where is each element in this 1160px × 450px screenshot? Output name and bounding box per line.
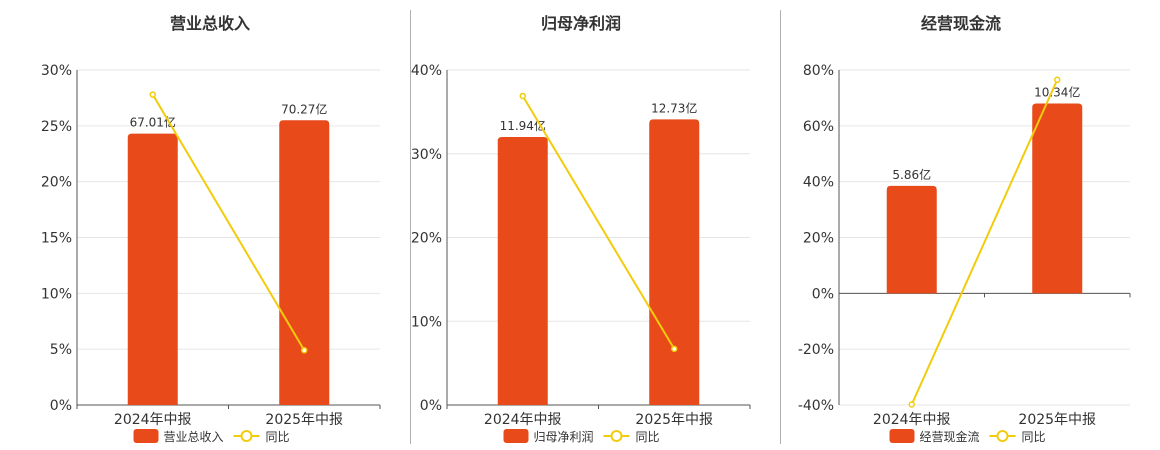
y-tick-label: 40% xyxy=(411,63,442,79)
legend-bar-label: 营业总收入 xyxy=(164,430,224,444)
y-tick-label: 40% xyxy=(803,175,834,191)
y-tick-label: 10% xyxy=(41,286,72,302)
chart-title: 营业总收入 xyxy=(170,14,250,33)
bar xyxy=(886,185,937,294)
y-tick-label: 0% xyxy=(812,286,834,302)
y-tick-label: 20% xyxy=(803,231,834,247)
y-tick-label: 0% xyxy=(420,398,442,414)
yoy-point xyxy=(149,91,156,98)
x-tick-label: 2024年中报 xyxy=(114,412,192,428)
y-tick-label: 5% xyxy=(50,342,72,358)
chart-title: 经营现金流 xyxy=(921,14,1001,33)
bar xyxy=(497,137,548,405)
chart-title: 归母净利润 xyxy=(541,14,621,33)
chart-cash-flow: 经营现金流 -40% -20% 0% 20% 40% 60% 80% 2024年中报 2025年中… xyxy=(798,14,1131,444)
chart-panel-cash-flow: 经营现金流 -40% -20% 0% 20% 40% 60% 80% 2024年中报 2025年中… xyxy=(781,0,1160,450)
bar-data-label: 67.01亿 xyxy=(130,115,176,130)
legend-line-label: 同比 xyxy=(266,430,290,444)
legend-line-marker xyxy=(610,430,623,442)
yoy-line xyxy=(521,95,676,350)
x-tick-label: 2025年中报 xyxy=(1018,412,1096,428)
legend-bar-swatch xyxy=(889,429,915,443)
bar xyxy=(127,133,178,405)
legend-line-marker xyxy=(996,430,1009,442)
legend-line-label: 同比 xyxy=(1022,430,1046,444)
panel-divider xyxy=(780,10,781,444)
legend: 营业总收入 同比 xyxy=(133,429,290,444)
chart-revenue: 营业总收入 0% 5% 10% 15% 20% 25% 30% 2024年中报 2025年中报 67… xyxy=(41,14,381,444)
y-tick-label: 15% xyxy=(41,231,72,247)
y-tick-label: 0% xyxy=(50,398,72,414)
bar-data-label: 10.34亿 xyxy=(1034,85,1080,100)
y-tick-label: 80% xyxy=(803,63,834,79)
yoy-point xyxy=(301,347,308,354)
x-tick-label: 2024年中报 xyxy=(484,412,562,428)
yoy-point xyxy=(519,92,526,100)
yoy-point xyxy=(908,401,915,408)
bar xyxy=(1032,103,1083,294)
legend: 经营现金流 同比 xyxy=(889,429,1046,444)
legend-bar-swatch xyxy=(503,429,529,443)
y-tick-label: 30% xyxy=(411,147,442,163)
y-tick-label: 25% xyxy=(41,119,72,135)
y-tick-label: 30% xyxy=(41,63,72,79)
yoy-point xyxy=(1054,76,1061,84)
bar xyxy=(279,120,330,405)
legend-line-label: 同比 xyxy=(636,430,660,444)
legend: 归母净利润 同比 xyxy=(503,429,660,444)
x-tick-label: 2025年中报 xyxy=(265,412,343,428)
bar-data-label: 12.73亿 xyxy=(651,100,697,115)
chart-net-profit: 归母净利润 0% 10% 20% 30% 40% 2024年中报 2025年中报 11.94亿 1… xyxy=(411,14,751,444)
yoy-line xyxy=(910,79,1059,405)
panel-divider xyxy=(410,10,411,444)
yoy-line xyxy=(151,94,306,351)
legend-bar-swatch xyxy=(133,429,159,443)
y-tick-label: 60% xyxy=(803,119,834,135)
bar-data-label: 5.86亿 xyxy=(892,167,931,182)
x-tick-label: 2025年中报 xyxy=(635,412,713,428)
legend-line-marker xyxy=(240,430,253,442)
y-tick-label: -20% xyxy=(798,342,834,358)
y-tick-label: 20% xyxy=(411,231,442,247)
legend-bar-label: 归母净利润 xyxy=(534,430,594,444)
chart-panel-net-profit: 归母净利润 0% 10% 20% 30% 40% 2024年中报 2025年中报 11.94亿 1… xyxy=(411,0,780,450)
y-tick-label: 10% xyxy=(411,314,442,330)
bar xyxy=(649,119,700,405)
bar-data-label: 11.94亿 xyxy=(500,118,546,133)
y-tick-label: -40% xyxy=(798,398,834,414)
x-tick-label: 2024年中报 xyxy=(873,412,951,428)
y-tick-label: 20% xyxy=(41,175,72,191)
yoy-point xyxy=(671,345,678,353)
bar-data-label: 70.27亿 xyxy=(281,101,327,116)
chart-panel-revenue: 营业总收入 0% 5% 10% 15% 20% 25% 30% 2024年中报 2025年中报 67… xyxy=(0,0,410,450)
legend-bar-label: 经营现金流 xyxy=(920,429,980,444)
